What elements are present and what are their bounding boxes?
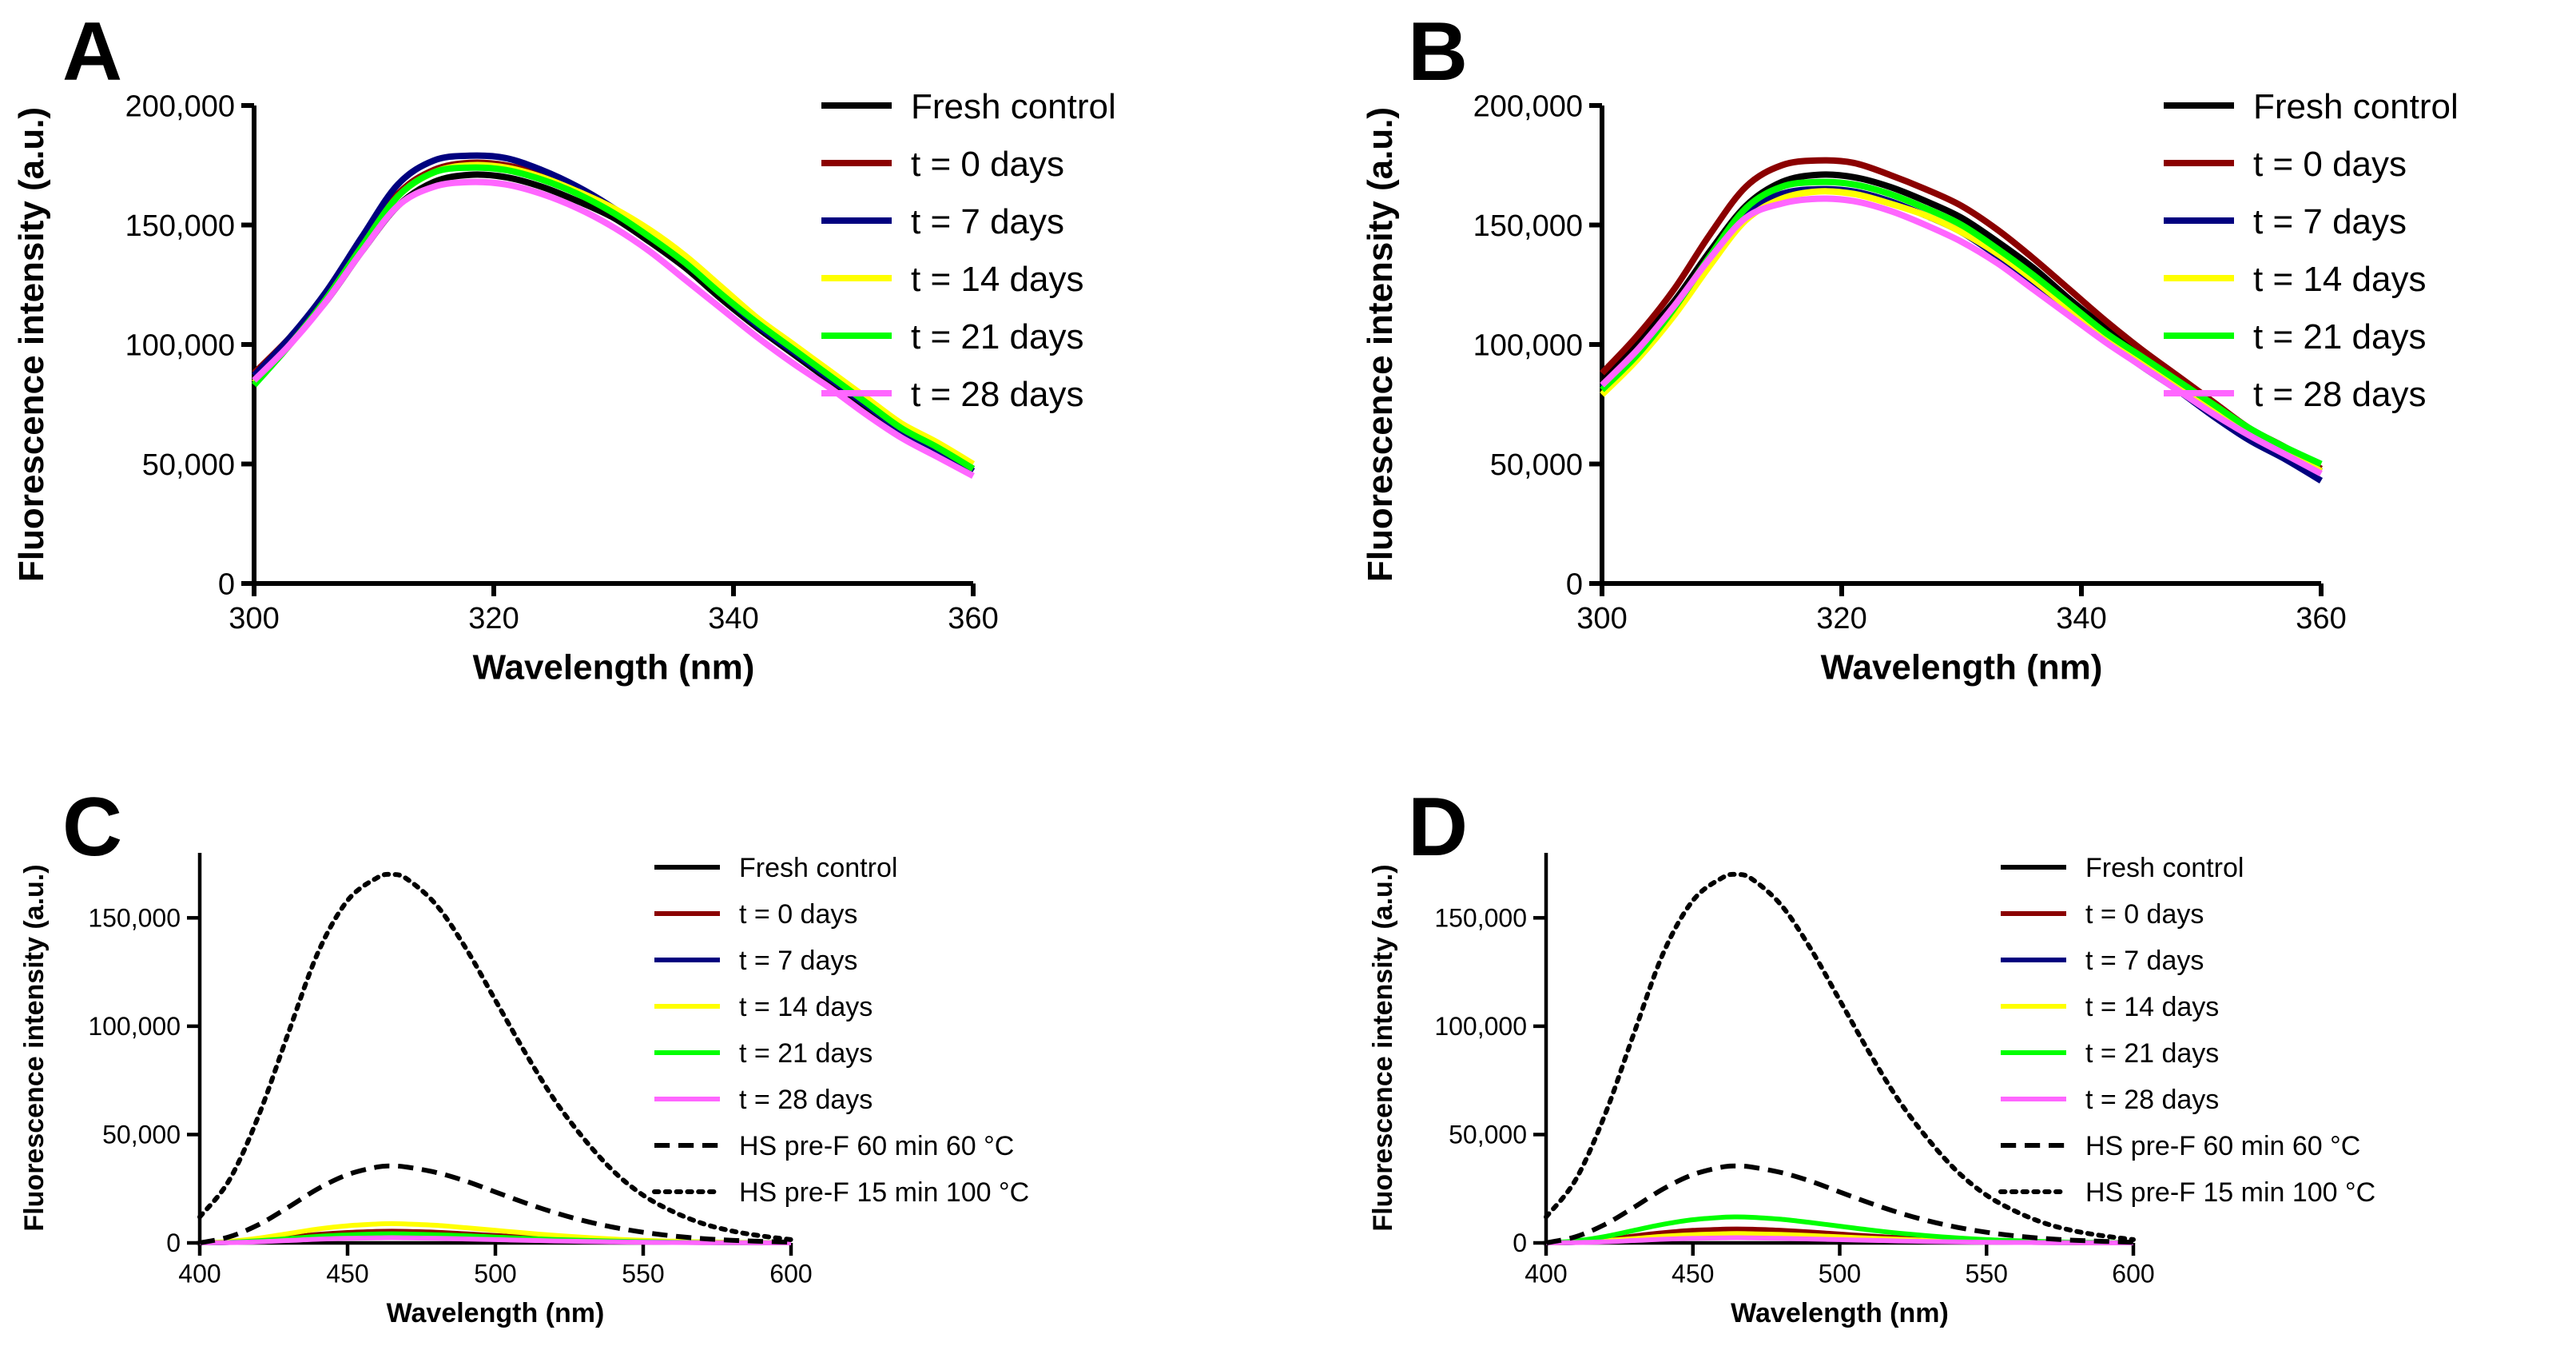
y-axis-title: Fluorescence intensity (a.u.) bbox=[12, 107, 51, 582]
legend-label-5: t = 28 days bbox=[911, 375, 1083, 414]
legend-label-3: t = 14 days bbox=[2085, 992, 2219, 1022]
x-axis-title: Wavelength (nm) bbox=[387, 1298, 605, 1328]
series-line-5 bbox=[1600, 195, 2323, 477]
y-tick-label: 50,000 bbox=[102, 1121, 181, 1149]
legend-label-3: t = 14 days bbox=[2253, 260, 2426, 299]
series-line-7 bbox=[1544, 871, 2136, 1242]
y-tick-label: 50,000 bbox=[142, 448, 235, 482]
x-tick-label: 400 bbox=[1525, 1260, 1567, 1288]
y-tick-label: 50,000 bbox=[1449, 1121, 1527, 1149]
y-tick-label: 100,000 bbox=[1434, 1012, 1527, 1041]
legend-label-6: HS pre-F 60 min 60 °C bbox=[2085, 1131, 2360, 1161]
y-tick-label: 0 bbox=[218, 567, 235, 601]
legend-label-4: t = 21 days bbox=[2253, 317, 2426, 356]
panel-letter-c: C bbox=[62, 781, 122, 874]
series-line-6 bbox=[1545, 1163, 2134, 1245]
y-tick-label: 150,000 bbox=[1434, 904, 1527, 933]
y-tick-label: 100,000 bbox=[125, 329, 235, 362]
x-tick-label: 320 bbox=[468, 602, 519, 635]
series-line-5 bbox=[252, 178, 975, 480]
x-tick-label: 360 bbox=[948, 602, 998, 635]
legend-label-2: t = 7 days bbox=[739, 946, 857, 976]
legend-label-5: t = 28 days bbox=[2085, 1085, 2219, 1115]
legend-label-4: t = 21 days bbox=[2085, 1038, 2219, 1069]
y-axis-title: Fluorescence intensity (a.u.) bbox=[1368, 864, 1398, 1231]
y-axis-title: Fluorescence intensity (a.u.) bbox=[19, 864, 50, 1231]
y-tick-label: 150,000 bbox=[88, 904, 181, 933]
y-tick-label: 100,000 bbox=[1473, 329, 1583, 362]
x-tick-label: 320 bbox=[1816, 602, 1866, 635]
chart-panel-c: 0 50,000 100,000 150,000 400 450 500 550 600 Wave… bbox=[19, 853, 1029, 1328]
legend-label-0: Fresh control bbox=[911, 87, 1116, 126]
x-axis-title: Wavelength (nm) bbox=[1731, 1298, 1949, 1328]
y-tick-label: 0 bbox=[166, 1229, 181, 1257]
legend-label-7: HS pre-F 15 min 100 °C bbox=[2085, 1177, 2375, 1208]
y-tick-label: 0 bbox=[1566, 567, 1583, 601]
legend-label-1: t = 0 days bbox=[739, 899, 857, 930]
series-line-4 bbox=[1600, 178, 2323, 468]
panel-letter-d: D bbox=[1408, 781, 1468, 874]
chart-panel-d: 0 50,000 100,000 150,000 400 450 500 550 600 Wave… bbox=[1368, 853, 2375, 1328]
x-tick-label: 340 bbox=[2056, 602, 2106, 635]
x-axis-title: Wavelength (nm) bbox=[1821, 648, 2103, 687]
x-tick-label: 550 bbox=[1966, 1260, 2008, 1288]
y-tick-label: 200,000 bbox=[1473, 90, 1583, 123]
x-axis-title: Wavelength (nm) bbox=[473, 648, 755, 687]
chart-panel-a: 0 50,000 100,000 150,000 200,000 300 320 340 360… bbox=[12, 87, 1116, 687]
legend-label-3: t = 14 days bbox=[911, 260, 1083, 299]
legend-label-1: t = 0 days bbox=[2253, 145, 2407, 184]
x-tick-label: 300 bbox=[229, 602, 279, 635]
series-line-6 bbox=[199, 1163, 792, 1245]
legend-label-6: HS pre-F 60 min 60 °C bbox=[739, 1131, 1014, 1161]
legend-label-0: Fresh control bbox=[2085, 853, 2244, 883]
series-line-2 bbox=[252, 152, 976, 474]
legend-label-2: t = 7 days bbox=[2085, 946, 2204, 976]
y-axis-title: Fluorescence intensity (a.u.) bbox=[1361, 107, 1400, 582]
x-tick-label: 300 bbox=[1576, 602, 1627, 635]
x-tick-label: 550 bbox=[622, 1260, 664, 1288]
y-tick-label: 150,000 bbox=[1473, 209, 1583, 243]
x-tick-label: 500 bbox=[474, 1260, 516, 1288]
x-tick-label: 600 bbox=[769, 1260, 812, 1288]
y-tick-label: 0 bbox=[1513, 1229, 1527, 1257]
y-tick-label: 100,000 bbox=[88, 1012, 181, 1041]
legend-label-0: Fresh control bbox=[739, 853, 897, 883]
x-tick-label: 400 bbox=[178, 1260, 221, 1288]
y-tick-label: 150,000 bbox=[125, 209, 235, 243]
legend-label-2: t = 7 days bbox=[2253, 202, 2407, 241]
x-tick-label: 450 bbox=[1672, 1260, 1714, 1288]
legend-label-1: t = 0 days bbox=[2085, 899, 2204, 930]
legend-label-3: t = 14 days bbox=[739, 992, 873, 1022]
legend-label-7: HS pre-F 15 min 100 °C bbox=[739, 1177, 1029, 1208]
legend-label-5: t = 28 days bbox=[2253, 375, 2426, 414]
y-tick-label: 50,000 bbox=[1490, 448, 1583, 482]
legend-label-4: t = 21 days bbox=[739, 1038, 873, 1069]
legend-label-5: t = 28 days bbox=[739, 1085, 873, 1115]
series-line-5 bbox=[1545, 1235, 2134, 1245]
panel-letter-a: A bbox=[62, 6, 122, 98]
panel-letter-b: B bbox=[1408, 6, 1468, 98]
x-tick-label: 600 bbox=[2112, 1260, 2154, 1288]
x-tick-label: 450 bbox=[326, 1260, 368, 1288]
y-tick-label: 200,000 bbox=[125, 90, 235, 123]
legend-label-1: t = 0 days bbox=[911, 145, 1064, 184]
series-line-4 bbox=[252, 164, 976, 472]
x-tick-label: 500 bbox=[1819, 1260, 1861, 1288]
legend-label-2: t = 7 days bbox=[911, 202, 1064, 241]
legend-label-0: Fresh control bbox=[2253, 87, 2459, 126]
series-line-3 bbox=[1600, 188, 2323, 475]
chart-panel-b: 0 50,000 100,000 150,000 200,000 300 320 340 360… bbox=[1361, 87, 2459, 687]
x-tick-label: 340 bbox=[708, 602, 758, 635]
series-line-1 bbox=[1600, 157, 2324, 472]
series-line-7 bbox=[197, 871, 793, 1242]
x-tick-label: 360 bbox=[2296, 602, 2346, 635]
series-line-5 bbox=[199, 1235, 792, 1245]
legend-label-4: t = 21 days bbox=[911, 317, 1083, 356]
